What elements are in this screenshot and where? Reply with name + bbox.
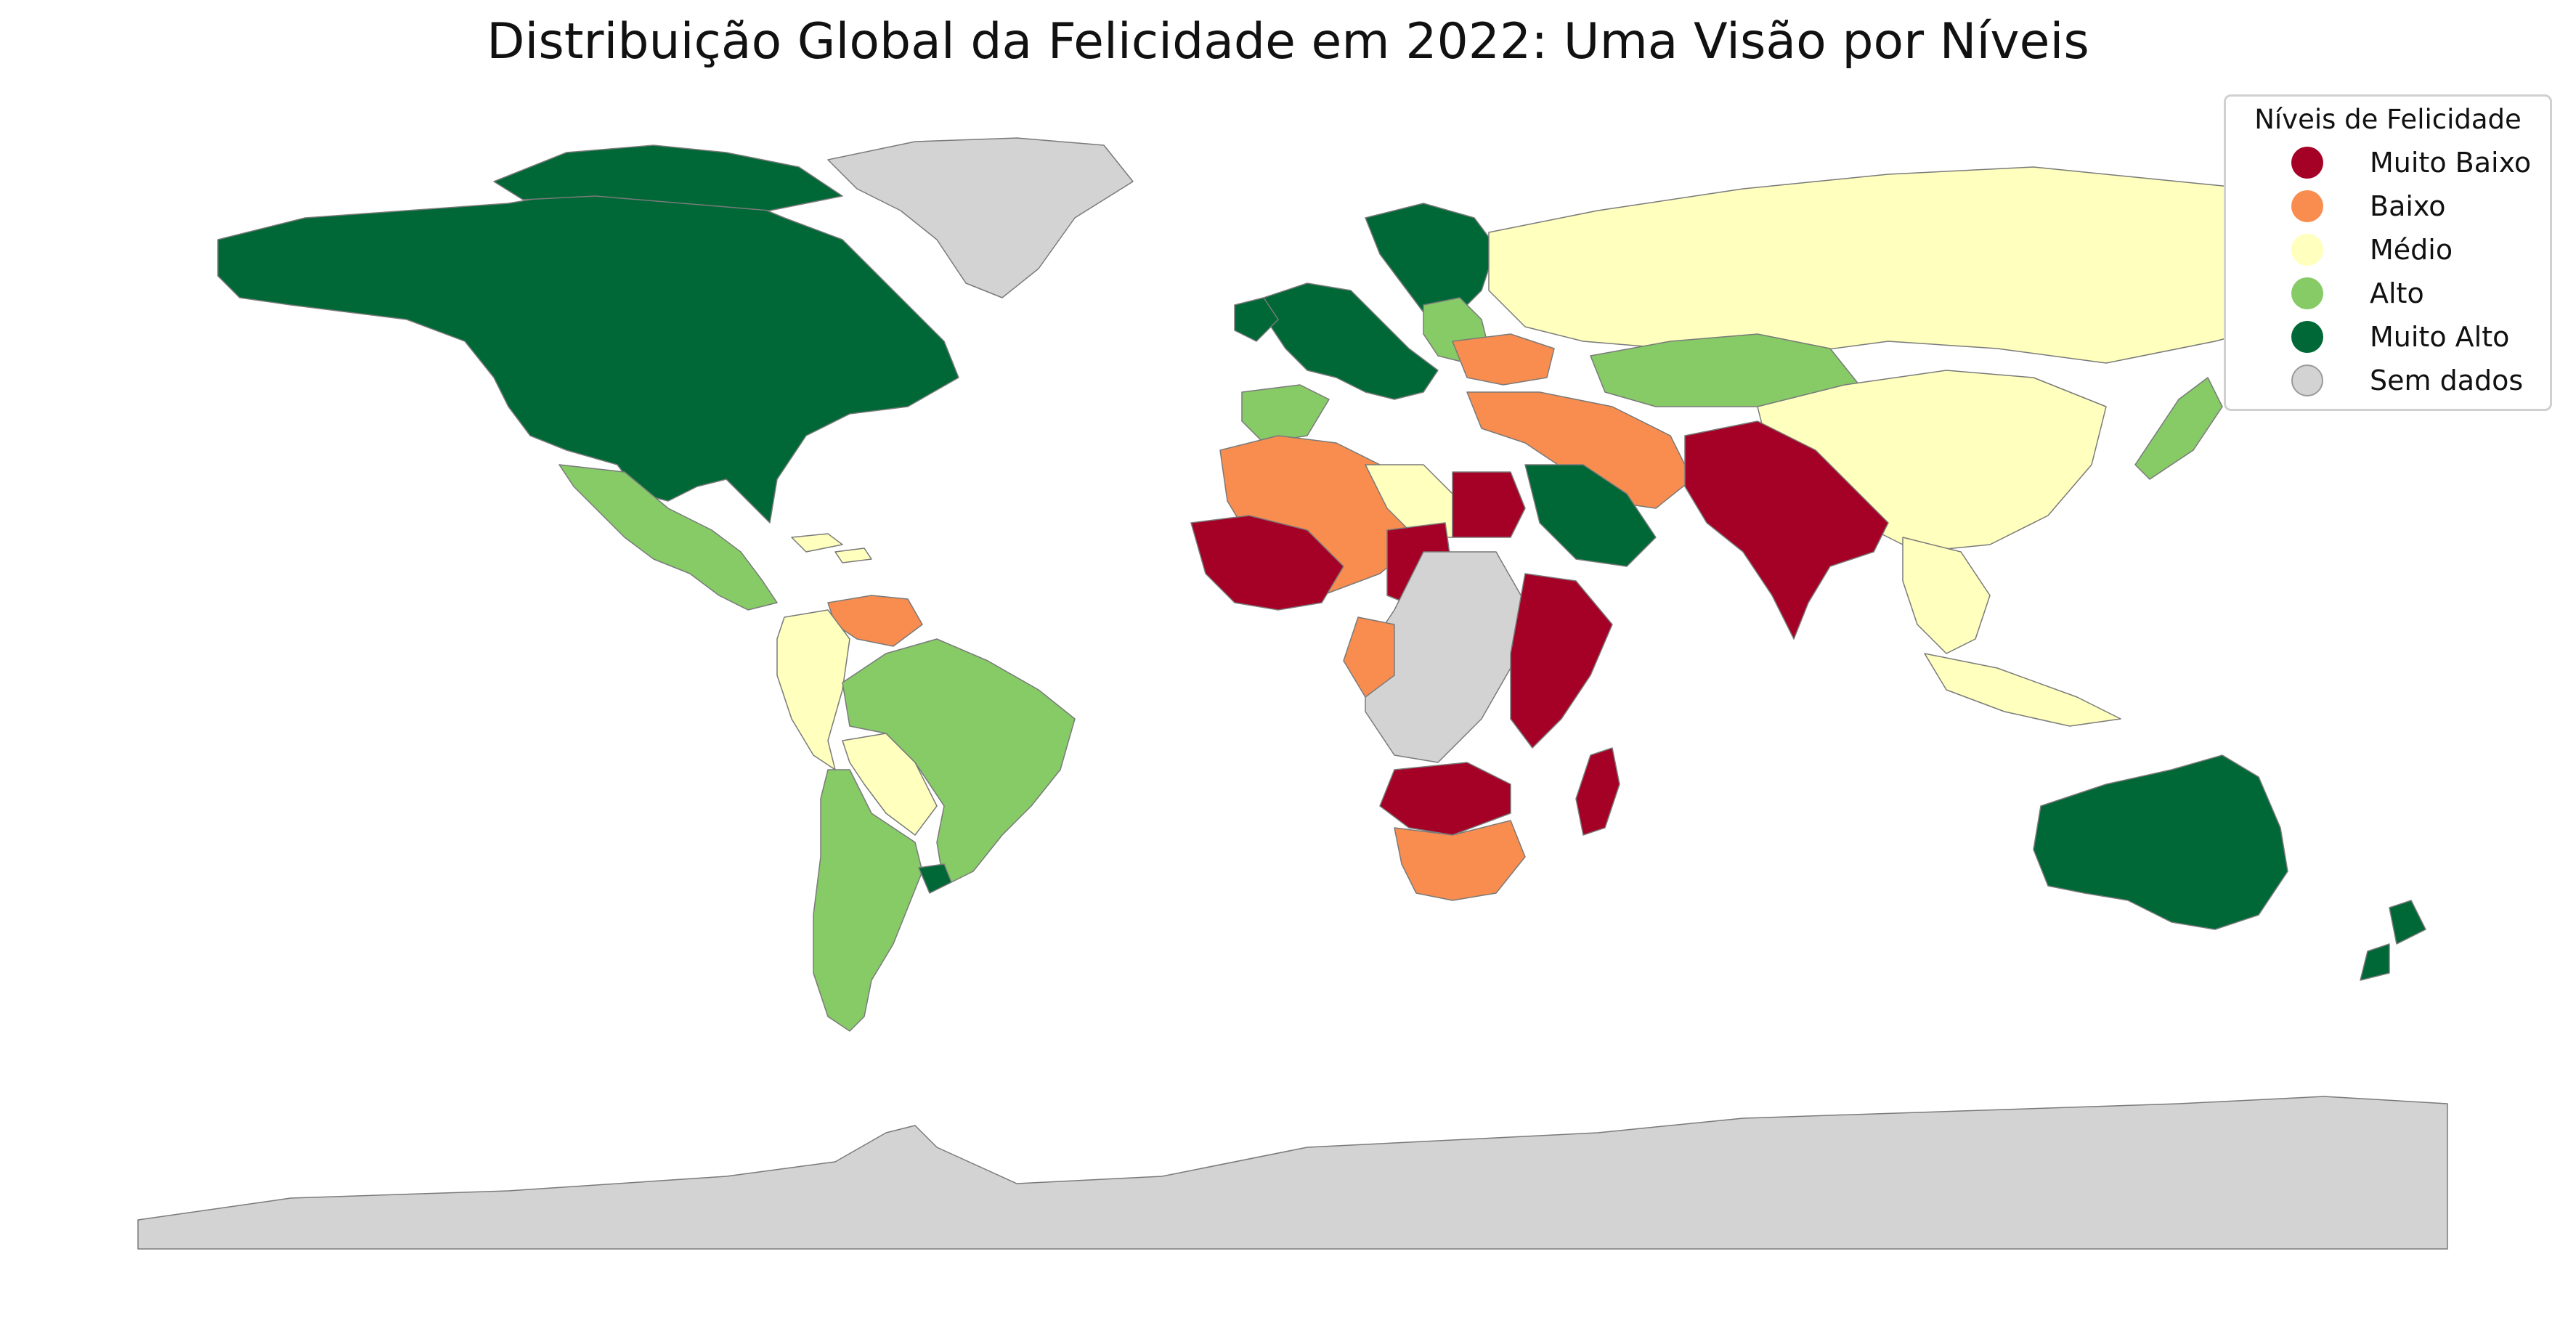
region-greenland: [827, 137, 1134, 298]
region-new-zealand: [2360, 900, 2426, 981]
legend-swatch-medio: [2291, 234, 2323, 266]
region-japan-korea: [2134, 377, 2223, 480]
region-madagascar: [1575, 747, 1620, 836]
map-title: Distribuição Global da Felicidade em 202…: [487, 13, 2089, 70]
map-legend: Níveis de Felicidade Muito Baixo Baixo M…: [2224, 94, 2552, 411]
region-southern-africa: [1394, 820, 1526, 901]
region-iberia: [1241, 384, 1330, 444]
region-southeast-asia: [1902, 537, 1991, 654]
region-brazil: [842, 638, 1076, 887]
legend-label: Muito Baixo: [2370, 147, 2532, 179]
region-western-europe: [1234, 297, 1279, 342]
legend-swatch-baixo: [2291, 190, 2323, 222]
legend-label: Alto: [2370, 277, 2424, 309]
legend-item-baixo: Baixo: [2239, 184, 2537, 228]
region-sahel: [1190, 515, 1344, 611]
legend-swatch-muito-baixo: [2291, 147, 2323, 179]
legend-item-muito-alto: Muito Alto: [2239, 315, 2537, 359]
region-andes-north: [776, 609, 850, 770]
region-south-asia: [1684, 420, 1889, 640]
region-southern-cone: [813, 769, 923, 1032]
region-turkey-iran: [1466, 391, 1693, 509]
legend-label: Muito Alto: [2370, 321, 2510, 353]
legend-swatch-alto: [2291, 277, 2323, 309]
region-antarctica: [137, 1096, 2448, 1250]
legend-item-muito-baixo: Muito Baixo: [2239, 141, 2537, 184]
region-egypt: [1452, 471, 1526, 538]
region-australia: [2033, 754, 2288, 930]
legend-label: Baixo: [2370, 190, 2446, 222]
legend-swatch-sem-dados: [2291, 365, 2323, 396]
region-north-america: [493, 144, 843, 211]
region-southern-africa: [1343, 616, 1395, 698]
region-southeast-asia: [1924, 653, 2121, 727]
region-east-africa: [1379, 762, 1511, 836]
region-ukraine-balkans: [1452, 333, 1555, 386]
legend-title: Níveis de Felicidade: [2254, 104, 2522, 135]
legend-item-sem-dados: Sem dados: [2239, 359, 2537, 402]
region-western-europe: [1365, 203, 1497, 320]
region-east-africa: [1510, 573, 1613, 749]
legend-label: Médio: [2370, 234, 2453, 266]
region-caribbean: [791, 533, 872, 563]
region-saudi-arabia: [1524, 464, 1657, 567]
legend-label: Sem dados: [2370, 365, 2524, 396]
region-mexico-central-america: [558, 464, 778, 611]
legend-swatch-muito-alto: [2291, 321, 2323, 353]
region-western-europe: [1263, 282, 1439, 400]
region-uruguay: [918, 863, 952, 894]
legend-item-alto: Alto: [2239, 272, 2537, 315]
legend-item-medio: Médio: [2239, 228, 2537, 272]
